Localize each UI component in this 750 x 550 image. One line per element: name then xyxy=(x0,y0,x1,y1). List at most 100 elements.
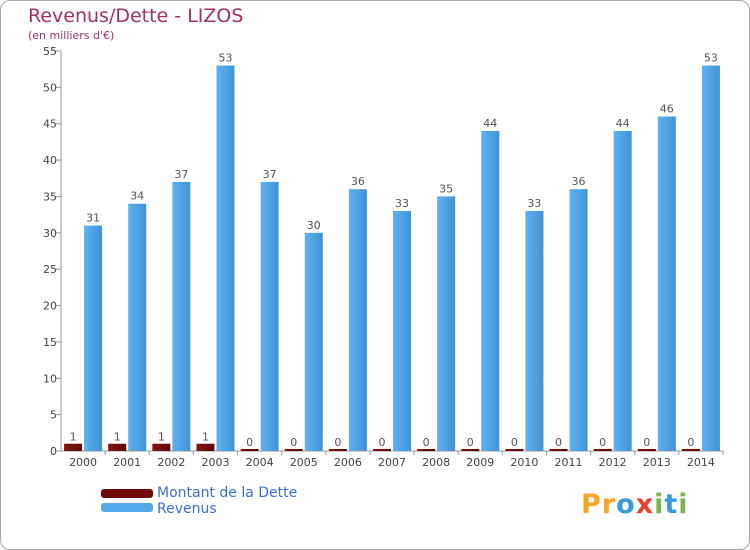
value-label-revenue: 53 xyxy=(218,52,232,65)
x-tick-label: 2010 xyxy=(510,456,538,469)
x-tick-label: 2012 xyxy=(599,456,627,469)
bar-revenue xyxy=(393,211,411,451)
bar-debt xyxy=(108,443,127,451)
bar-debt xyxy=(593,449,612,451)
bar-revenue xyxy=(437,196,456,451)
value-label-debt: 0 xyxy=(290,436,297,449)
logo-letter: o xyxy=(616,489,636,520)
value-label-debt: 1 xyxy=(70,431,77,444)
y-tick-label: 40 xyxy=(43,154,57,167)
x-tick-label: 2008 xyxy=(422,456,450,469)
y-tick-label: 20 xyxy=(43,300,57,313)
x-tick-label: 2003 xyxy=(201,456,229,469)
bar-revenue xyxy=(84,225,103,451)
logo-letter: x xyxy=(635,489,655,520)
x-tick-label: 2014 xyxy=(687,456,715,469)
bar-debt xyxy=(328,449,347,451)
y-tick-label: 15 xyxy=(43,336,57,349)
bar-revenue xyxy=(613,131,632,451)
chart-title: Revenus/Dette - LIZOS xyxy=(28,5,244,27)
x-tick-label: 2002 xyxy=(157,456,185,469)
bar-revenue xyxy=(216,65,235,451)
value-label-revenue: 36 xyxy=(351,175,365,188)
logo-letter: i xyxy=(654,489,665,520)
bar-revenue xyxy=(304,232,323,451)
bar-debt xyxy=(240,449,259,451)
y-tick-label: 50 xyxy=(43,81,57,94)
bar-debt xyxy=(637,449,656,451)
bar-revenue xyxy=(525,211,544,451)
value-label-revenue: 44 xyxy=(616,117,630,130)
value-label-revenue: 36 xyxy=(572,175,586,188)
proxiti-logo: Proxiti xyxy=(581,489,689,520)
value-label-debt: 1 xyxy=(202,431,209,444)
x-tick-label: 2001 xyxy=(113,456,141,469)
x-tick-label: 2000 xyxy=(69,456,97,469)
value-label-revenue: 53 xyxy=(704,52,718,65)
value-label-debt: 1 xyxy=(158,431,165,444)
bar-revenue xyxy=(348,189,367,451)
logo-letter: P xyxy=(581,489,602,520)
value-label-debt: 0 xyxy=(379,436,386,449)
value-label-revenue: 35 xyxy=(439,182,453,195)
value-label-debt: 0 xyxy=(467,436,474,449)
y-tick-label: 55 xyxy=(43,45,57,58)
x-tick-label: 2007 xyxy=(378,456,406,469)
bar-revenue xyxy=(481,131,500,451)
value-label-revenue: 37 xyxy=(174,168,188,181)
value-label-revenue: 46 xyxy=(660,102,674,115)
bar-revenue xyxy=(260,181,279,451)
legend-label-debt: Montant de la Dette xyxy=(157,485,298,501)
logo-letter: r xyxy=(601,489,617,520)
x-tick-label: 2009 xyxy=(466,456,494,469)
bar-revenue xyxy=(569,189,588,451)
bar-debt xyxy=(64,443,83,451)
y-tick-label: 35 xyxy=(43,190,57,203)
legend-swatch-debt xyxy=(101,489,153,498)
bar-debt xyxy=(373,449,391,451)
value-label-debt: 0 xyxy=(599,436,606,449)
bar-debt xyxy=(461,449,480,451)
bar-revenue xyxy=(701,65,720,451)
x-tick-label: 2011 xyxy=(555,456,583,469)
y-tick-label: 5 xyxy=(50,409,57,422)
bar-debt xyxy=(549,449,568,451)
value-label-revenue: 34 xyxy=(130,190,144,203)
value-label-debt: 0 xyxy=(511,436,518,449)
value-label-revenue: 33 xyxy=(527,197,541,210)
value-label-revenue: 37 xyxy=(263,168,277,181)
bar-debt xyxy=(152,443,171,451)
logo-letter: t xyxy=(664,489,679,520)
y-tick-label: 25 xyxy=(43,263,57,276)
value-label-revenue: 33 xyxy=(395,197,409,210)
bar-revenue xyxy=(657,116,676,452)
value-label-debt: 0 xyxy=(423,436,430,449)
bar-revenue xyxy=(128,203,147,451)
value-label-debt: 1 xyxy=(114,431,121,444)
value-label-debt: 0 xyxy=(334,436,341,449)
legend-label-revenue: Revenus xyxy=(157,501,217,517)
x-tick-label: 2006 xyxy=(334,456,362,469)
x-tick-label: 2013 xyxy=(643,456,671,469)
chart-subtitle: (en milliers d'€) xyxy=(28,29,115,42)
value-label-revenue: 31 xyxy=(86,212,100,225)
bar-debt xyxy=(196,443,215,451)
bar-debt xyxy=(417,449,436,451)
value-label-revenue: 30 xyxy=(307,219,321,232)
y-tick-label: 0 xyxy=(50,445,57,458)
x-tick-label: 2004 xyxy=(246,456,274,469)
bar-debt xyxy=(284,449,303,451)
value-label-debt: 0 xyxy=(246,436,253,449)
y-tick-label: 10 xyxy=(43,372,57,385)
bar-debt xyxy=(505,449,524,451)
value-label-debt: 0 xyxy=(687,436,694,449)
value-label-debt: 0 xyxy=(555,436,562,449)
value-label-debt: 0 xyxy=(643,436,650,449)
y-tick-label: 45 xyxy=(43,118,57,131)
y-tick-label: 30 xyxy=(43,227,57,240)
bar-revenue xyxy=(172,181,191,451)
bar-debt xyxy=(681,449,700,451)
legend-swatch-revenue xyxy=(101,503,153,512)
